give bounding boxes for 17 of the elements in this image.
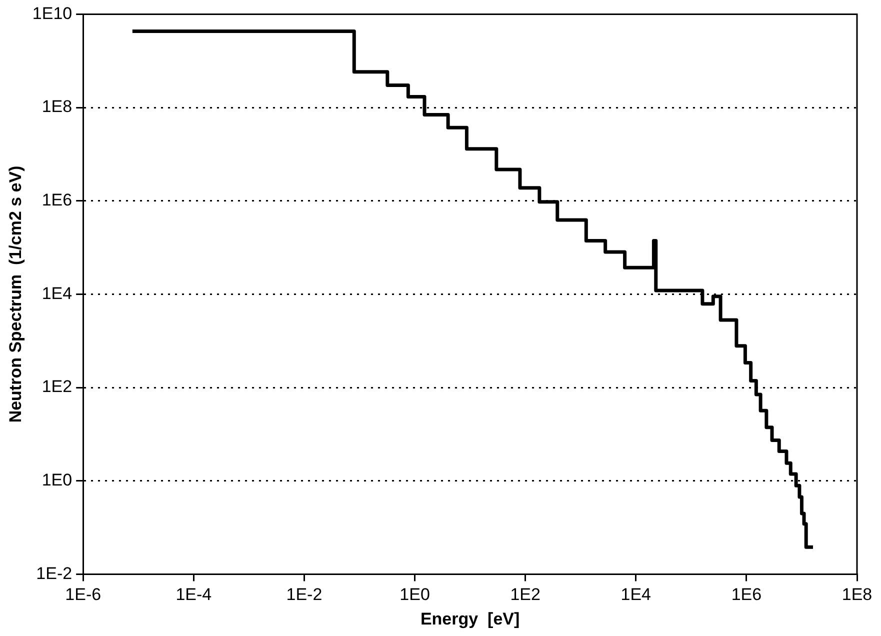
- y-tick-label: 1E8: [42, 97, 72, 116]
- y-tick-label: 1E2: [42, 377, 72, 396]
- y-tick-label: 1E6: [42, 190, 72, 210]
- x-tick-label: 1E4: [620, 585, 652, 604]
- y-tick-label: 1E0: [42, 470, 72, 490]
- x-tick-label: 1E0: [400, 585, 430, 604]
- x-tick-label: 1E6: [731, 585, 762, 604]
- y-tick-label: 1E-2: [36, 564, 72, 583]
- y-tick-label: 1E4: [42, 284, 72, 303]
- x-tick-label: 1E-6: [65, 585, 102, 604]
- y-tick-label: 1E10: [32, 4, 72, 23]
- x-tick-label: 1E-2: [286, 585, 322, 604]
- x-tick-label: 1E8: [842, 585, 872, 604]
- x-axis-title: Energy [eV]: [420, 609, 520, 628]
- x-tick-label: 1E-4: [176, 585, 212, 604]
- x-tick-label: 1E2: [510, 585, 540, 604]
- y-axis-title: Neutron Spectrum (1/cm2 s eV): [6, 166, 25, 423]
